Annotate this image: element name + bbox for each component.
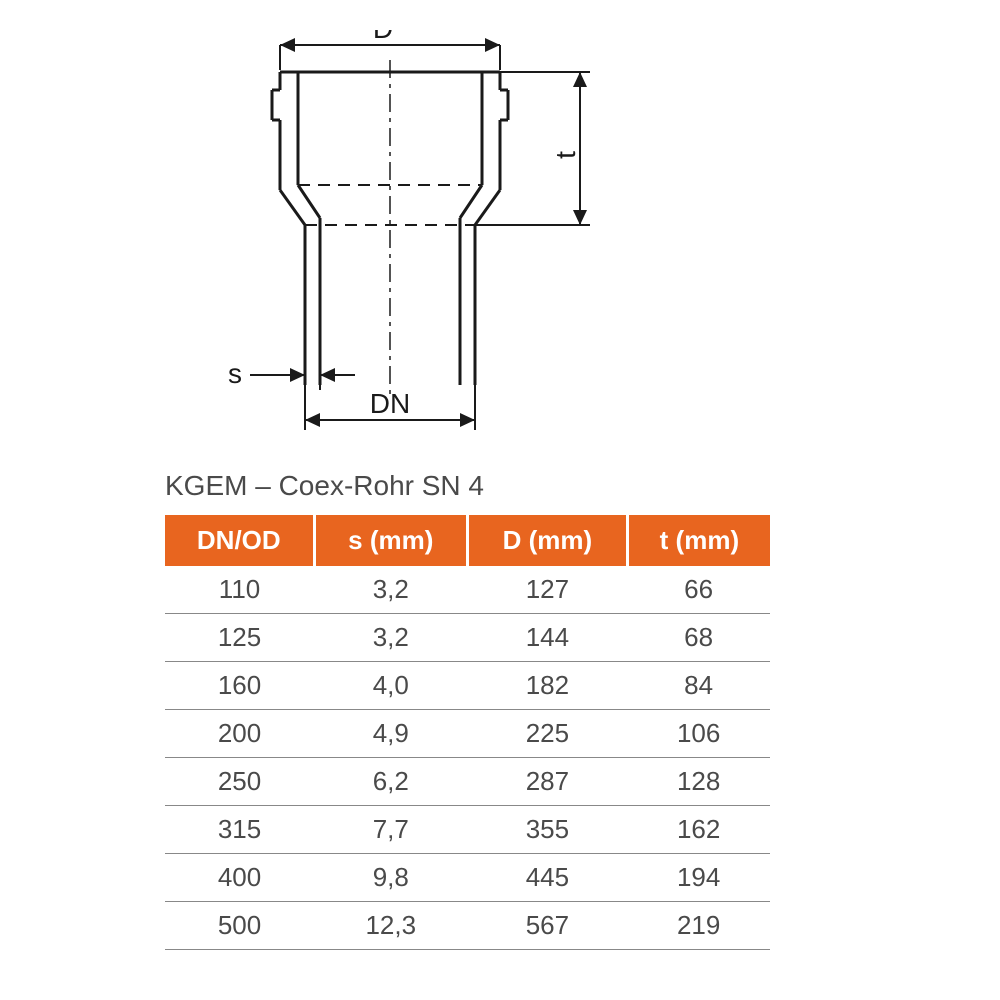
table-cell: 315	[165, 806, 314, 854]
label-s: s	[228, 358, 242, 389]
table-cell: 144	[468, 614, 628, 662]
col-s: s (mm)	[314, 515, 467, 566]
table-cell: 355	[468, 806, 628, 854]
table-cell: 160	[165, 662, 314, 710]
table-cell: 6,2	[314, 758, 467, 806]
table-cell: 287	[468, 758, 628, 806]
table-cell: 250	[165, 758, 314, 806]
table-cell: 162	[627, 806, 770, 854]
table-cell: 84	[627, 662, 770, 710]
col-dn-od: DN/OD	[165, 515, 314, 566]
label-DN: DN	[370, 388, 410, 419]
table-row: 2004,9225106	[165, 710, 770, 758]
table-cell: 219	[627, 902, 770, 950]
table-row: 3157,7355162	[165, 806, 770, 854]
table-cell: 106	[627, 710, 770, 758]
label-D: D	[373, 30, 393, 44]
table-cell: 9,8	[314, 854, 467, 902]
table-cell: 225	[468, 710, 628, 758]
table-cell: 125	[165, 614, 314, 662]
table-cell: 7,7	[314, 806, 467, 854]
table-cell: 200	[165, 710, 314, 758]
table-row: 50012,3567219	[165, 902, 770, 950]
spec-table: DN/OD s (mm) D (mm) t (mm) 1103,21276612…	[165, 515, 770, 950]
dimension-DN: DN	[305, 385, 475, 430]
label-t: t	[550, 151, 581, 159]
table-cell: 445	[468, 854, 628, 902]
table-title: KGEM – Coex-Rohr SN 4	[165, 470, 484, 502]
col-t: t (mm)	[627, 515, 770, 566]
table-cell: 3,2	[314, 566, 467, 614]
table-cell: 12,3	[314, 902, 467, 950]
table-cell: 110	[165, 566, 314, 614]
table-cell: 400	[165, 854, 314, 902]
table-cell: 567	[468, 902, 628, 950]
table-cell: 128	[627, 758, 770, 806]
table-cell: 127	[468, 566, 628, 614]
table-cell: 4,9	[314, 710, 467, 758]
table-cell: 4,0	[314, 662, 467, 710]
table-cell: 500	[165, 902, 314, 950]
table-row: 2506,2287128	[165, 758, 770, 806]
col-D: D (mm)	[468, 515, 628, 566]
table-row: 1103,212766	[165, 566, 770, 614]
table-row: 1604,018284	[165, 662, 770, 710]
table-header-row: DN/OD s (mm) D (mm) t (mm)	[165, 515, 770, 566]
table-cell: 68	[627, 614, 770, 662]
dimension-s: s	[228, 358, 355, 390]
pipe-diagram: D	[200, 30, 700, 430]
table-row: 1253,214468	[165, 614, 770, 662]
table-cell: 194	[627, 854, 770, 902]
table-cell: 182	[468, 662, 628, 710]
table-row: 4009,8445194	[165, 854, 770, 902]
table-cell: 66	[627, 566, 770, 614]
table-cell: 3,2	[314, 614, 467, 662]
